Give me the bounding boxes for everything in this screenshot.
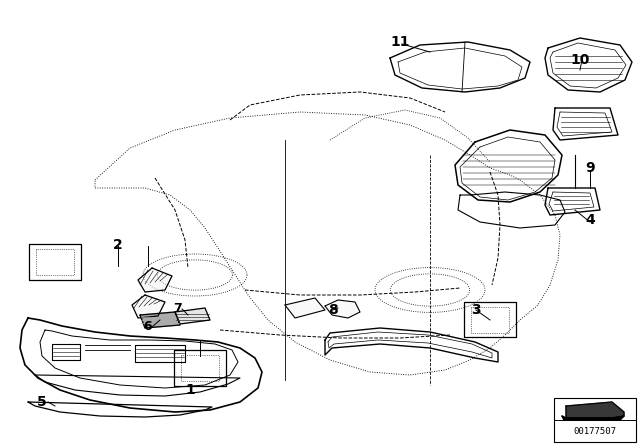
Polygon shape <box>132 295 165 318</box>
Polygon shape <box>140 312 180 328</box>
Text: 1: 1 <box>185 383 195 397</box>
Polygon shape <box>562 416 624 420</box>
Text: 7: 7 <box>173 302 182 314</box>
Text: 2: 2 <box>113 238 123 252</box>
Text: 00177507: 00177507 <box>573 426 616 435</box>
Polygon shape <box>175 308 210 324</box>
Text: 3: 3 <box>471 303 481 317</box>
Text: 9: 9 <box>585 161 595 175</box>
Polygon shape <box>566 402 624 418</box>
Text: 8: 8 <box>328 303 338 317</box>
Text: 10: 10 <box>570 53 589 67</box>
Text: 11: 11 <box>390 35 410 49</box>
Text: 4: 4 <box>585 213 595 227</box>
Bar <box>554 398 636 442</box>
Polygon shape <box>138 268 172 292</box>
Polygon shape <box>285 298 325 318</box>
Text: 5: 5 <box>37 395 47 409</box>
Polygon shape <box>325 300 360 318</box>
Text: 6: 6 <box>144 319 152 332</box>
